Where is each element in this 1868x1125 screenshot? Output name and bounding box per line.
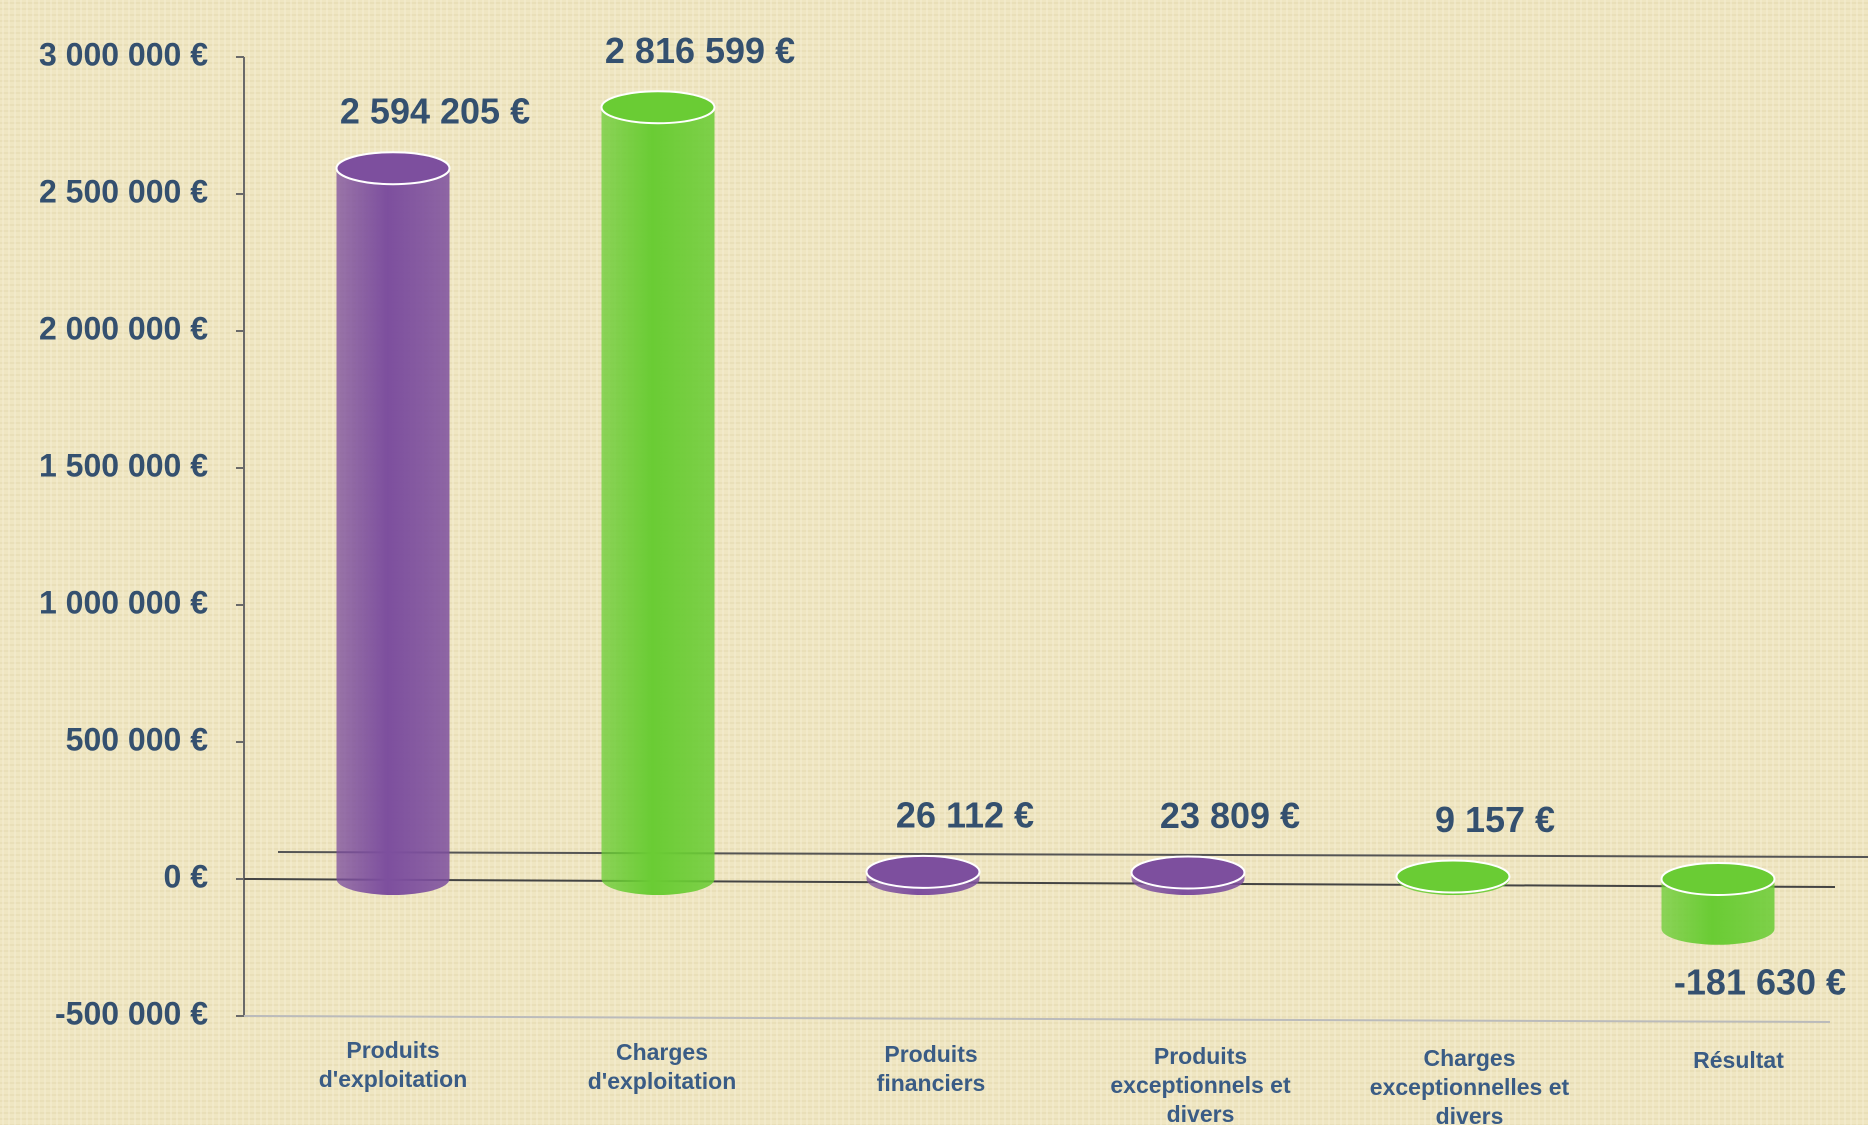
bar-body: [601, 107, 715, 895]
value-label: 2 594 205 €: [340, 91, 530, 132]
x-tick-label: Résultat: [1693, 1047, 1784, 1073]
y-tick-label: 500 000 €: [66, 721, 209, 757]
bar-body: [1661, 879, 1775, 945]
x-tick-label: Charges exceptionnelles et divers: [1369, 1045, 1570, 1125]
bar-top: [600, 90, 716, 125]
value-label: 9 157 €: [1435, 799, 1555, 840]
bar-top: [1660, 862, 1776, 896]
back-line: [277, 851, 1868, 858]
bar: [1130, 855, 1246, 895]
y-tick-label: 2 000 000 €: [39, 310, 208, 346]
bar-top: [865, 854, 981, 889]
value-label: 2 816 599 €: [605, 30, 795, 71]
bar: [335, 151, 451, 895]
zero-line: [243, 878, 1836, 888]
x-tick-label: Produits d'exploitation: [318, 1037, 468, 1092]
y-tick-label: 2 500 000 €: [39, 173, 208, 209]
bar: [600, 90, 716, 895]
y-tick-label: 0 €: [164, 858, 209, 894]
y-tick-label: 3 000 000 €: [39, 36, 208, 72]
x-tick-label: Charges d'exploitation: [587, 1039, 737, 1094]
value-label: 23 809 €: [1160, 795, 1300, 836]
bar: [865, 854, 981, 895]
y-tick-label: 1 000 000 €: [39, 584, 208, 620]
y-tick-label: 1 500 000 €: [39, 447, 208, 483]
floor-line: [243, 1015, 1831, 1023]
bar-top: [335, 151, 451, 186]
bar-body: [336, 168, 450, 895]
x-tick-label: Produits financiers: [876, 1041, 986, 1096]
x-tick-label: Produits exceptionnels et divers: [1110, 1043, 1291, 1125]
value-label: 26 112 €: [896, 794, 1034, 835]
value-label: -181 630 €: [1674, 961, 1846, 1002]
y-tick-label: -500 000 €: [55, 995, 208, 1031]
bar-top: [1130, 855, 1246, 890]
bar: [1395, 859, 1511, 895]
bar: [1660, 862, 1776, 945]
bar-top: [1395, 859, 1511, 894]
